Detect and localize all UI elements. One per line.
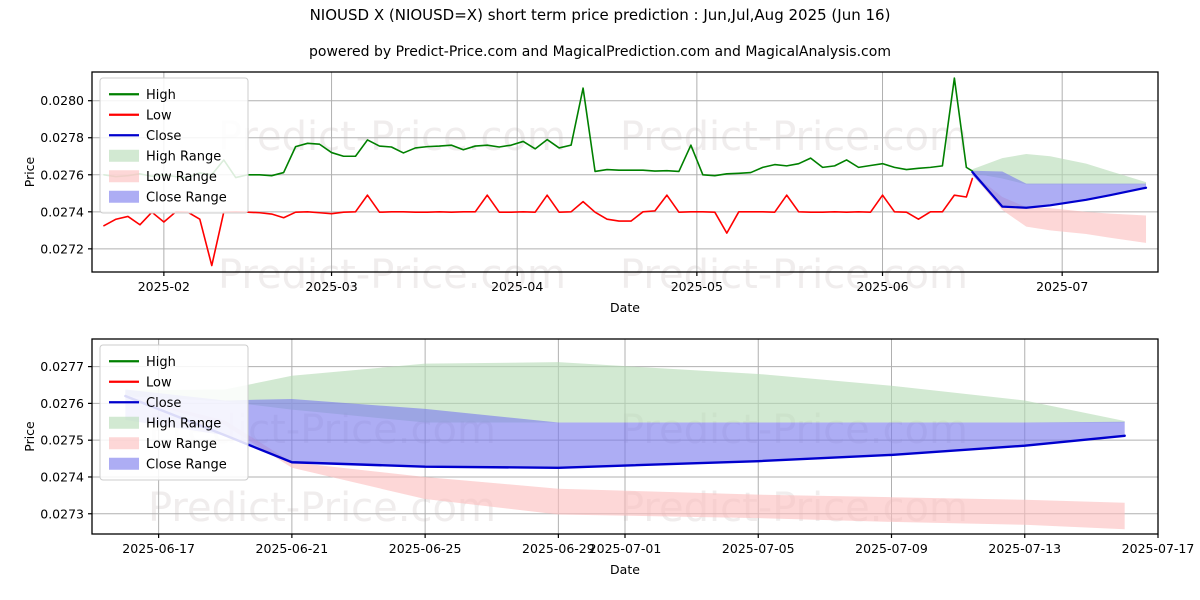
x-tick-label: 2025-06-17 <box>122 541 195 556</box>
y-tick-label: 0.0276 <box>40 167 84 182</box>
legend-label: High Range <box>146 149 221 164</box>
legend-item[interactable]: High <box>109 88 176 103</box>
series-line-high <box>103 77 974 179</box>
y-tick-label: 0.0275 <box>40 433 84 448</box>
legend-label: Close Range <box>146 190 227 205</box>
low-range-band <box>972 173 1147 243</box>
y-tick-label: 0.0273 <box>40 506 84 521</box>
legend-item[interactable]: Close <box>109 129 181 144</box>
legend-label: Low Range <box>146 437 217 452</box>
legend-item[interactable]: High <box>109 355 176 370</box>
legend-patch-swatch <box>109 149 139 162</box>
page-title: NIOUSD X (NIOUSD=X) short term price pre… <box>309 6 891 24</box>
legend-item[interactable]: Low <box>109 375 172 390</box>
series-line-close <box>971 170 1148 209</box>
watermark-text: Predict-Price.com <box>620 114 968 160</box>
legend: High Low Close High Range Low Range Close Ran… <box>99 77 249 214</box>
plot-area <box>124 362 1126 530</box>
x-tick-label: 2025-06-29 <box>522 541 595 556</box>
y-tick-label: 0.0272 <box>40 241 84 256</box>
x-tick-label: 2025-06-25 <box>389 541 462 556</box>
y-tick-label: 0.0276 <box>40 396 84 411</box>
x-tick-label: 2025-07-01 <box>589 541 662 556</box>
plot-frame <box>91 71 1159 273</box>
x-tick-label: 2025-04 <box>491 279 543 294</box>
x-tick-label: 2025-07-09 <box>855 541 928 556</box>
x-tick-label: 2025-06-21 <box>256 541 329 556</box>
legend-label: Close Range <box>146 457 227 472</box>
legend: High Low Close High Range Low Range Close Ran… <box>99 344 249 481</box>
page-subtitle: powered by Predict-Price.com and Magical… <box>309 44 891 60</box>
y-tick-label: 0.0274 <box>40 469 84 484</box>
upper-chart: Predict-Price.com Predict-Price.com Predic… <box>0 60 1200 320</box>
x-tick-label: 2025-05 <box>671 279 723 294</box>
legend-label: High <box>146 88 176 103</box>
y-tick-label: 0.0277 <box>40 359 84 374</box>
x-axis: 2025-06-17 2025-06-21 2025-06-25 2025-06-29… <box>122 534 1194 556</box>
x-tick-label: 2025-03 <box>305 279 357 294</box>
plot-area <box>103 77 1148 267</box>
y-axis-label: Price <box>22 156 37 187</box>
legend-label: Low <box>146 108 172 123</box>
y-axis: 0.0272 0.0274 0.0276 0.0278 0.0280 <box>40 93 92 256</box>
x-axis-label: Date <box>610 562 640 577</box>
y-tick-label: 0.0274 <box>40 204 84 219</box>
legend-patch-swatch <box>109 457 139 470</box>
close-range-band <box>972 170 1147 208</box>
watermark-text: Predict-Price.com <box>218 252 566 298</box>
legend-label: Low Range <box>146 170 217 185</box>
legend-item[interactable]: Close Range <box>109 190 227 205</box>
y-tick-label: 0.0278 <box>40 130 84 145</box>
legend-label: High Range <box>146 416 221 431</box>
close-range-band <box>125 389 1125 468</box>
low-range-band <box>125 396 1125 530</box>
legend-item[interactable]: Low <box>109 108 172 123</box>
legend-label: Close <box>146 129 181 144</box>
legend-label: High <box>146 355 176 370</box>
series-line-low <box>103 177 974 267</box>
y-axis-label: Price <box>22 421 37 452</box>
x-tick-label: 2025-07-17 <box>1122 541 1195 556</box>
legend-label: Low <box>146 375 172 390</box>
lower-chart-svg: Predict-Price.comPredict-Price.comPredic… <box>22 338 1194 577</box>
legend-item[interactable]: Low Range <box>109 437 217 452</box>
legend-patch-swatch <box>109 170 139 183</box>
high-range-band <box>972 154 1147 185</box>
watermark-text: Predict-Price.com <box>620 252 968 298</box>
lower-chart: Predict-Price.comPredict-Price.comPredic… <box>0 325 1200 600</box>
legend-item[interactable]: High Range <box>109 416 221 431</box>
x-tick-label: 2025-02 <box>138 279 190 294</box>
x-axis-label: Date <box>610 300 640 315</box>
legend-patch-swatch <box>109 416 139 429</box>
x-tick-label: 2025-07-05 <box>722 541 795 556</box>
legend-item[interactable]: Close <box>109 396 181 411</box>
watermark-text: Predict-Price.com <box>218 114 566 160</box>
upper-chart-svg: Predict-Price.com Predict-Price.com Predic… <box>22 71 1159 315</box>
legend-label: Close <box>146 396 181 411</box>
legend-item[interactable]: Low Range <box>109 170 217 185</box>
x-tick-label: 2025-07-13 <box>988 541 1061 556</box>
legend-patch-swatch <box>109 437 139 450</box>
x-tick-label: 2025-07 <box>1036 279 1088 294</box>
legend-item[interactable]: High Range <box>109 149 221 164</box>
watermark-group: Predict-Price.com Predict-Price.com Predic… <box>218 114 968 298</box>
y-tick-label: 0.0280 <box>40 93 84 108</box>
legend-item[interactable]: Close Range <box>109 457 227 472</box>
x-tick-label: 2025-06 <box>856 279 908 294</box>
x-axis: 2025-02 2025-03 2025-04 2025-05 2025-06 2025-… <box>138 272 1088 294</box>
y-axis: 0.0273 0.0274 0.0275 0.0276 0.0277 <box>40 359 92 521</box>
legend-patch-swatch <box>109 190 139 203</box>
